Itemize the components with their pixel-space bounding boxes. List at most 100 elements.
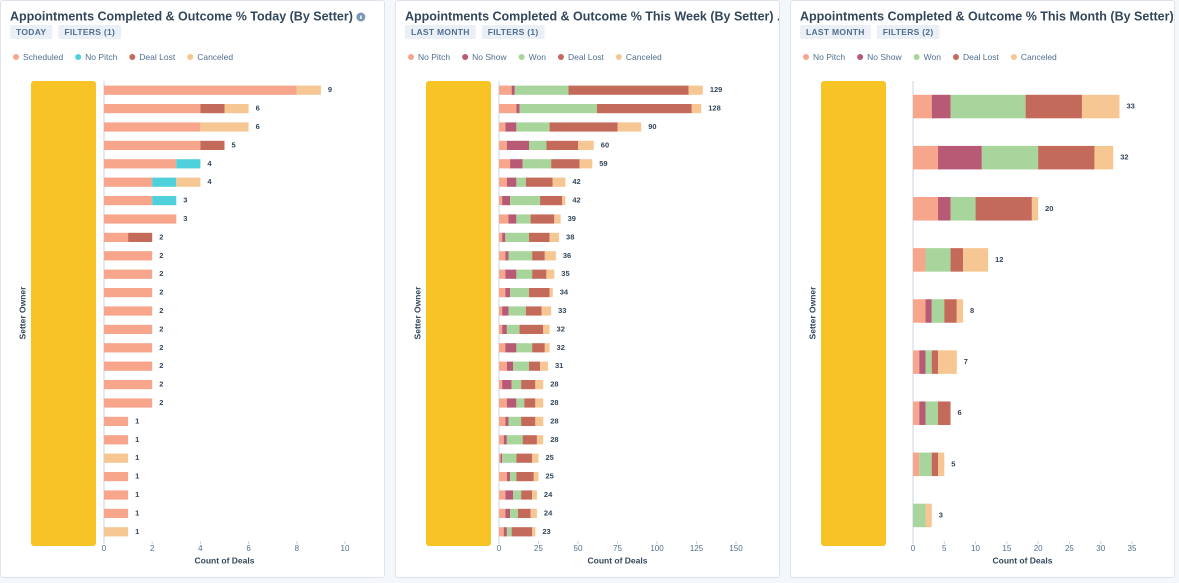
bar-segment — [499, 140, 507, 150]
x-tick-label: 125 — [690, 544, 704, 553]
bar-segment — [530, 508, 537, 518]
bar-segment — [530, 214, 555, 224]
chart-title: Appointments Completed & Outcome % This … — [405, 9, 779, 23]
bar-segment — [529, 288, 550, 298]
bar-segment — [1031, 197, 1039, 221]
total-label: 2 — [159, 232, 163, 241]
total-label: 31 — [555, 361, 563, 370]
bar-segment — [505, 490, 514, 500]
bar-segment — [931, 94, 951, 119]
bar-segment — [506, 435, 523, 445]
bar-segment — [938, 350, 957, 374]
bar-segment — [913, 94, 932, 119]
bar-segment — [152, 196, 177, 206]
bar-segment — [104, 324, 153, 334]
chart-title: Appointments Completed & Outcome % Today… — [10, 9, 353, 23]
bar-segment — [499, 214, 509, 224]
bar-segment — [502, 380, 512, 390]
bar-segment — [536, 435, 544, 445]
bar-segment — [981, 145, 1039, 170]
x-tick-label: 0 — [497, 544, 502, 553]
bar-segment — [546, 269, 555, 279]
bar-segment — [499, 196, 503, 206]
redacted-labels — [31, 81, 96, 546]
legend-swatch — [913, 54, 920, 60]
bar-segment — [913, 145, 939, 170]
bar-segment — [522, 159, 552, 169]
bar-segment — [510, 472, 517, 482]
bar-segment — [525, 177, 553, 187]
total-label: 2 — [159, 288, 163, 297]
bar-segment — [1038, 145, 1095, 170]
legend-swatch — [857, 54, 864, 60]
bar-segment — [543, 324, 550, 334]
total-label: 9 — [328, 85, 332, 94]
bar-segment — [549, 232, 560, 242]
bar-segment — [513, 361, 530, 371]
bar-segment — [950, 248, 964, 272]
bar-segment — [104, 177, 153, 187]
x-tick-label: 6 — [246, 544, 251, 553]
bar-segment — [596, 104, 692, 114]
bar-segment — [506, 324, 520, 334]
filter-chip — [10, 25, 53, 39]
bar-segment — [516, 343, 533, 353]
bar-segment — [546, 140, 578, 150]
bar-segment — [503, 435, 507, 445]
bar-segment — [508, 306, 526, 316]
bar-segment — [502, 196, 511, 206]
bar-segment — [544, 343, 550, 353]
bar-segment — [510, 288, 530, 298]
bar-segment — [579, 159, 593, 169]
total-label: 23 — [542, 527, 550, 536]
total-label: 59 — [599, 159, 607, 168]
bar-segment — [505, 288, 511, 298]
bar-segment — [514, 85, 569, 95]
bar-segment — [505, 416, 509, 426]
bar-segment — [925, 401, 939, 425]
bar-segment — [104, 490, 129, 500]
bar-segment — [529, 232, 550, 242]
bar-segment — [516, 453, 533, 463]
bar-segment — [1025, 94, 1082, 119]
bar-segment — [517, 508, 531, 518]
total-label: 39 — [568, 214, 576, 223]
bar-segment — [104, 472, 129, 482]
total-label: 128 — [708, 104, 721, 113]
bar-segment — [617, 122, 642, 132]
total-label: 2 — [159, 380, 163, 389]
bar-segment — [913, 503, 926, 528]
x-tick-label: 75 — [613, 544, 622, 553]
total-label: 25 — [546, 453, 554, 462]
bar-segment — [938, 401, 951, 425]
total-label: 38 — [566, 232, 574, 241]
total-label: 1 — [135, 490, 139, 499]
total-label: 60 — [601, 140, 609, 149]
bar-segment — [549, 122, 618, 132]
filter-chip-label: LAST MONTH — [411, 27, 470, 37]
bar-segment — [535, 380, 544, 390]
filter-chip-label: FILTERS (1) — [64, 27, 115, 37]
bar-segment — [516, 269, 533, 279]
bar-segment — [104, 196, 153, 206]
total-label: 4 — [207, 177, 212, 186]
bar-segment — [516, 104, 520, 114]
bar-segment — [554, 214, 561, 224]
total-label: 24 — [544, 508, 553, 517]
bar-segment — [931, 299, 945, 323]
total-label: 2 — [159, 269, 163, 278]
bar-segment — [931, 452, 939, 477]
x-tick-label: 0 — [911, 544, 916, 553]
legend-label: Deal Lost — [963, 52, 1000, 62]
total-label: 4 — [207, 159, 212, 168]
legend-swatch — [462, 54, 469, 60]
bar-segment — [176, 177, 201, 187]
bar-segment — [549, 288, 553, 298]
bar-segment — [524, 398, 536, 408]
total-label: 1 — [135, 453, 139, 462]
bar-segment — [541, 306, 552, 316]
total-label: 7 — [964, 357, 968, 366]
panel: Appointments Completed & Outcome % This … — [395, 0, 780, 578]
bar-segment — [919, 452, 932, 477]
bar-segment — [535, 398, 544, 408]
